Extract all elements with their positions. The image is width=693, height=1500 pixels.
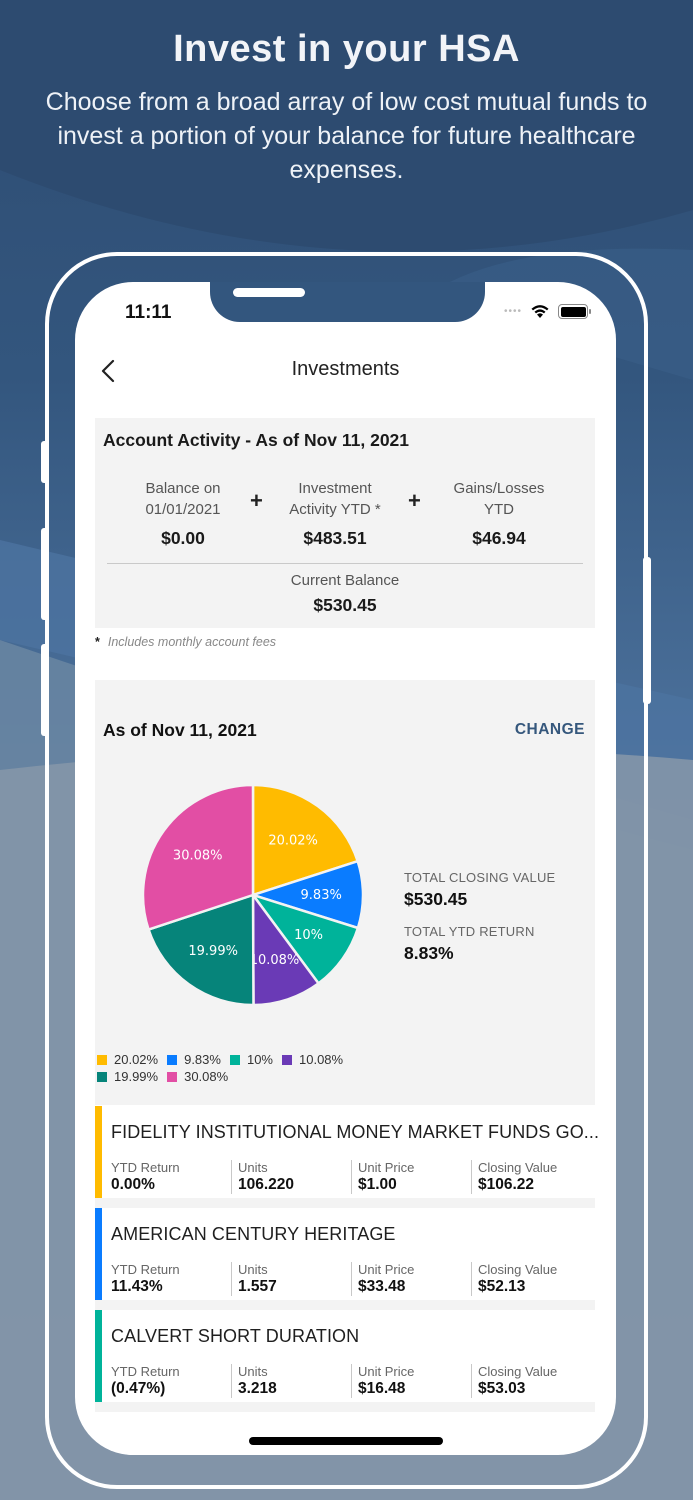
fund-stats: YTD Return 0.00% Units 106.220 Unit Price $… bbox=[111, 1160, 591, 1194]
stat-closing-value: Closing Value $52.13 bbox=[471, 1262, 591, 1296]
fund-stats: YTD Return 11.43% Units 1.557 Unit Price $3… bbox=[111, 1262, 591, 1296]
stat-units: Units 3.218 bbox=[231, 1364, 351, 1398]
legend-swatch bbox=[229, 1054, 240, 1065]
wifi-icon bbox=[531, 305, 549, 318]
stat-ytd-return: YTD Return 11.43% bbox=[111, 1262, 180, 1295]
stat-unit-price: Unit Price $1.00 bbox=[351, 1160, 471, 1194]
footnote-text: Includes monthly account fees bbox=[107, 635, 277, 649]
pie-slice-label: 10% bbox=[294, 928, 323, 943]
home-indicator[interactable] bbox=[249, 1437, 443, 1445]
fund-card[interactable]: CALVERT SHORT DURATION YTD Return (0.47%)… bbox=[95, 1310, 595, 1402]
gains-losses-value: $46.94 bbox=[472, 528, 526, 548]
fund-color-bar bbox=[95, 1106, 102, 1198]
investment-activity-value: $483.51 bbox=[303, 528, 367, 548]
phone-screen: 11:11 •••• Investments Account Activity … bbox=[75, 282, 616, 1455]
pie-slice bbox=[251, 784, 360, 897]
fund-card[interactable]: FIDELITY INSTITUTIONAL MONEY MARKET FUND… bbox=[95, 1106, 599, 1198]
pie-slice bbox=[146, 893, 255, 1006]
total-ytd-value: 8.83% bbox=[404, 943, 454, 963]
allocation-pie-chart: 20.02% 9.83% 10% 10.08% 19.99% 30.08% bbox=[142, 784, 364, 1006]
allocation-date: As of Nov 11, 2021 bbox=[103, 720, 257, 740]
back-button[interactable] bbox=[97, 358, 121, 384]
speaker-grille bbox=[233, 288, 305, 297]
totals-panel: TOTAL CLOSING VALUE $530.45 TOTAL YTD RE… bbox=[404, 870, 555, 978]
account-activity-title: Account Activity - As of Nov 11, 2021 bbox=[103, 430, 410, 450]
fund-separator bbox=[95, 1198, 595, 1208]
phone-volume-down-button bbox=[41, 644, 49, 736]
legend-item: 19.99% bbox=[97, 1069, 158, 1084]
balance-start-column: Balance on 01/01/2021 $0.00 bbox=[103, 478, 263, 549]
pie-slice-label: 9.83% bbox=[301, 888, 342, 903]
phone-volume-up-button bbox=[41, 528, 49, 620]
fund-separator bbox=[95, 1402, 595, 1412]
pie-slice-label: 20.02% bbox=[268, 833, 318, 848]
legend-item: 10.08% bbox=[282, 1052, 343, 1067]
battery-icon bbox=[558, 304, 591, 319]
fund-name: CALVERT SHORT DURATION bbox=[111, 1326, 360, 1346]
balance-start-label: Balance on 01/01/2021 bbox=[145, 480, 221, 518]
legend-swatch bbox=[167, 1054, 178, 1065]
hero-title: Invest in your HSA bbox=[173, 28, 520, 70]
legend-swatch bbox=[282, 1054, 292, 1065]
phone-frame bbox=[45, 252, 648, 1489]
current-balance-value: $530.45 bbox=[313, 595, 377, 615]
plus-operator: + bbox=[408, 488, 421, 513]
change-date-button[interactable]: CHANGE bbox=[514, 721, 585, 738]
legend-item: 20.02% bbox=[97, 1052, 158, 1067]
balance-start-value: $0.00 bbox=[161, 528, 205, 548]
stat-closing-value: Closing Value $106.22 bbox=[471, 1160, 591, 1194]
fund-name: FIDELITY INSTITUTIONAL MONEY MARKET FUND… bbox=[111, 1122, 600, 1142]
legend-item: 30.08% bbox=[167, 1069, 228, 1084]
pie-slice-label: 30.08% bbox=[173, 849, 223, 864]
fund-card[interactable]: AMERICAN CENTURY HERITAGE YTD Return 11.4… bbox=[95, 1208, 595, 1300]
chevron-left-icon bbox=[101, 359, 115, 383]
investment-activity-label: Investment Activity YTD * bbox=[289, 480, 381, 518]
fund-color-bar bbox=[95, 1310, 102, 1402]
account-activity-card: Account Activity - As of Nov 11, 2021 Ba… bbox=[95, 418, 595, 628]
stat-unit-price: Unit Price $33.48 bbox=[351, 1262, 471, 1296]
fund-name: AMERICAN CENTURY HERITAGE bbox=[111, 1224, 396, 1244]
nav-bar: Investments bbox=[75, 352, 616, 392]
fund-separator bbox=[95, 1300, 595, 1310]
legend-swatch bbox=[97, 1054, 107, 1065]
total-closing-value: $530.45 bbox=[404, 889, 468, 909]
divider bbox=[107, 563, 583, 564]
legend-item: 10% bbox=[229, 1052, 273, 1067]
footnote: * Includes monthly account fees bbox=[95, 635, 276, 649]
page-title: Investments bbox=[291, 358, 400, 380]
stat-ytd-return: YTD Return 0.00% bbox=[111, 1160, 180, 1193]
fund-color-bar bbox=[95, 1208, 102, 1300]
current-balance: Current Balance $530.45 bbox=[95, 572, 595, 616]
stat-unit-price: Unit Price $16.48 bbox=[351, 1364, 471, 1398]
pie-slice-label: 19.99% bbox=[188, 944, 238, 959]
total-ytd-label: TOTAL YTD RETURN bbox=[404, 924, 535, 939]
stat-units: Units 106.220 bbox=[231, 1160, 351, 1194]
stat-closing-value: Closing Value $53.03 bbox=[471, 1364, 591, 1398]
allocation-card: As of Nov 11, 2021 CHANGE 20.02% 9.83% 10%… bbox=[95, 680, 595, 1105]
hero-subtitle: Choose from a broad array of low cost mu… bbox=[45, 88, 648, 184]
status-time: 11:11 bbox=[125, 302, 172, 323]
stat-ytd-return: YTD Return (0.47%) bbox=[111, 1364, 180, 1397]
total-closing-label: TOTAL CLOSING VALUE bbox=[404, 870, 556, 885]
pie-slice-label: 10.08% bbox=[250, 953, 300, 968]
legend-swatch bbox=[97, 1071, 107, 1082]
investment-activity-column: Investment Activity YTD * $483.51 bbox=[255, 478, 415, 549]
gains-losses-column: Gains/Losses YTD $46.94 bbox=[419, 478, 579, 549]
stat-units: Units 1.557 bbox=[231, 1262, 351, 1296]
asterisk-icon: * bbox=[95, 635, 100, 649]
plus-operator: + bbox=[250, 488, 263, 513]
hero-banner: Invest in your HSA Choose from a broad a… bbox=[0, 0, 693, 187]
phone-mute-switch bbox=[41, 441, 49, 483]
chart-legend: 20.02% 9.83% 10% 10.08% 19.99% 30.08% bbox=[97, 1052, 397, 1084]
pie-slice bbox=[142, 784, 255, 932]
status-icons: •••• bbox=[503, 304, 591, 319]
cellular-signal-icon: •••• bbox=[503, 306, 522, 317]
legend-item: 9.83% bbox=[167, 1052, 221, 1067]
current-balance-label: Current Balance bbox=[290, 572, 400, 589]
phone-power-button bbox=[643, 557, 651, 704]
fund-stats: YTD Return (0.47%) Units 3.218 Unit Price $… bbox=[111, 1364, 591, 1398]
legend-swatch bbox=[167, 1071, 178, 1082]
gains-losses-label: Gains/Losses YTD bbox=[453, 480, 545, 518]
